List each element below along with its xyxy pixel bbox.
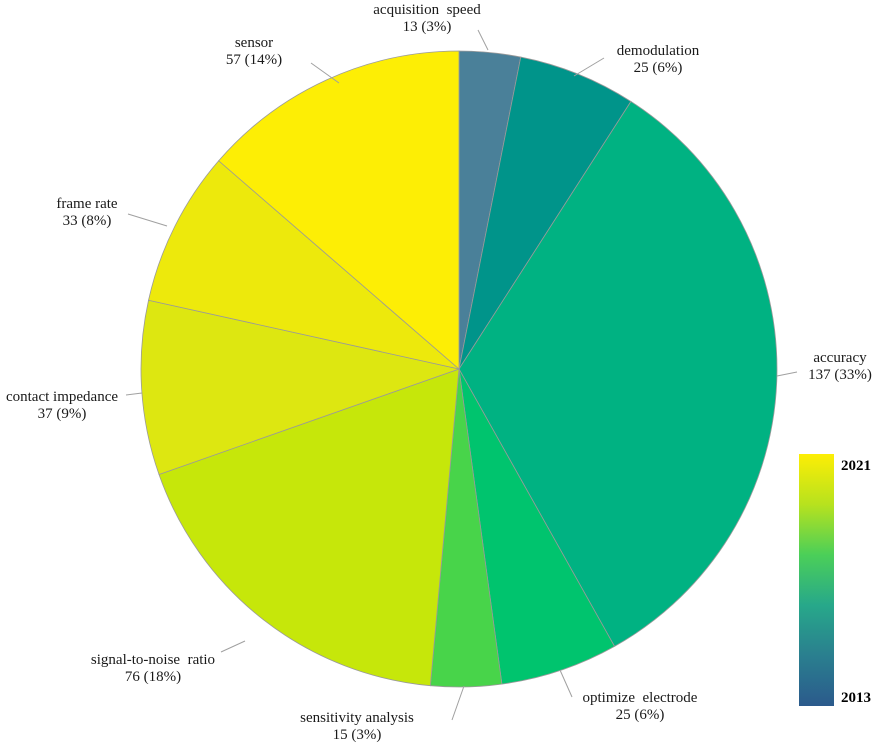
slice-value-contact-impedance: 37 (9%) bbox=[38, 406, 87, 422]
slice-label-sensor: sensor bbox=[235, 35, 273, 51]
colorbar: 2021 2013 bbox=[799, 454, 871, 706]
pie-slice-contact-impedance bbox=[140, 299, 461, 476]
slice-label-optimize-electrode: optimize electrode bbox=[583, 690, 698, 706]
slice-value-accuracy: 137 (33%) bbox=[808, 367, 872, 383]
slice-value-sensitivity-analysis: 15 (3%) bbox=[333, 727, 382, 743]
slice-value-acquisition-speed: 13 (3%) bbox=[403, 19, 452, 35]
slice-label-demodulation: demodulation bbox=[617, 43, 700, 59]
leader-line-frame-rate bbox=[127, 213, 168, 227]
pie-slice-sensor bbox=[218, 50, 460, 370]
leader-line-contact-impedance bbox=[125, 392, 143, 396]
leader-line-signal-to-noise-ratio bbox=[220, 640, 246, 653]
slice-value-frame-rate: 33 (8%) bbox=[63, 213, 112, 229]
slice-value-signal-to-noise-ratio: 76 (18%) bbox=[125, 669, 181, 685]
leader-line-acquisition-speed bbox=[477, 29, 489, 51]
slice-label-acquisition-speed: acquisition speed bbox=[373, 2, 481, 18]
slice-label-sensitivity-analysis: sensitivity analysis bbox=[300, 710, 414, 726]
colorbar-gradient bbox=[799, 454, 834, 706]
slice-value-optimize-electrode: 25 (6%) bbox=[616, 707, 665, 723]
leader-line-demodulation bbox=[573, 57, 605, 77]
leader-line-optimize-electrode bbox=[559, 669, 573, 698]
slice-label-contact-impedance: contact impedance bbox=[6, 389, 118, 405]
leader-line-sensitivity-analysis bbox=[451, 685, 465, 721]
leader-line-sensor bbox=[310, 62, 340, 84]
slice-value-demodulation: 25 (6%) bbox=[634, 60, 683, 76]
slice-value-sensor: 57 (14%) bbox=[226, 52, 282, 68]
slice-label-accuracy: accuracy bbox=[813, 350, 867, 366]
leader-line-accuracy bbox=[776, 371, 798, 377]
colorbar-max-label: 2021 bbox=[841, 458, 871, 474]
colorbar-min-label: 2013 bbox=[841, 690, 871, 706]
slice-label-frame-rate: frame rate bbox=[56, 196, 118, 212]
slice-label-signal-to-noise-ratio: signal-to-noise ratio bbox=[91, 652, 215, 668]
pie-slice-frame-rate bbox=[148, 160, 460, 370]
